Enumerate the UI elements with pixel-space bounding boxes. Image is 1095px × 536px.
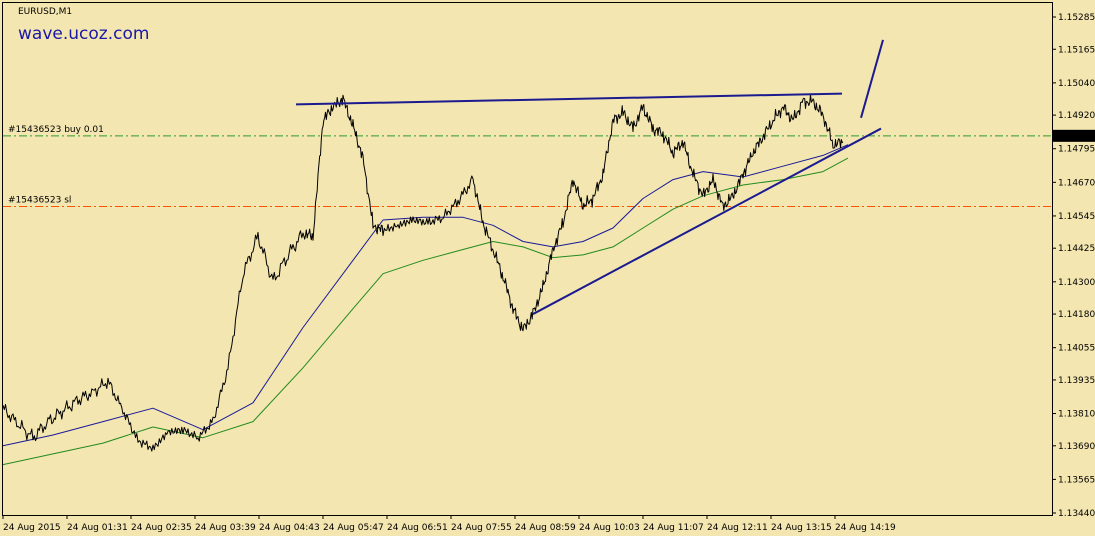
x-tick-label: 24 Aug 06:51 <box>387 523 448 533</box>
trendline-group <box>295 39 884 315</box>
x-tick-label: 24 Aug 07:55 <box>451 523 512 533</box>
plot-frame <box>2 2 1053 516</box>
x-tick-label: 24 Aug 12:11 <box>707 523 768 533</box>
y-axis: 1.15285 1.15165 1.15040 1.14920 1.14795 1.146… <box>1052 13 1095 519</box>
x-tick-label: 24 Aug 10:03 <box>579 523 640 533</box>
y-tick-label: 1.15165 <box>1058 45 1095 55</box>
watermark-text: wave.ucoz.com <box>18 24 149 44</box>
y-tick-label: 1.14670 <box>1058 178 1095 188</box>
y-tick-label: 1.15040 <box>1058 79 1095 89</box>
y-tick-label: 1.15285 <box>1058 13 1095 23</box>
y-tick-label: 1.14545 <box>1058 212 1095 222</box>
trendline <box>532 127 882 315</box>
x-tick-label: 24 Aug 13:15 <box>771 523 832 533</box>
x-tick-label: 24 Aug 04:43 <box>259 523 320 533</box>
y-tick-label: 1.14300 <box>1058 278 1095 288</box>
y-tick-label: 1.14055 <box>1058 344 1095 354</box>
y-tick-label: 1.13440 <box>1058 509 1095 519</box>
x-tick-label: 24 Aug 08:59 <box>515 523 576 533</box>
current-price-box <box>1053 129 1095 142</box>
x-tick-label: 24 Aug 03:39 <box>195 523 256 533</box>
current-price-tag: 1.14843 <box>1053 129 1095 142</box>
y-tick-label: 1.13565 <box>1058 475 1095 485</box>
y-tick-label: 1.13935 <box>1058 376 1095 386</box>
order-lines: #15436523 buy 0.01 #15436523 sl <box>3 125 1052 208</box>
trendline <box>295 92 843 106</box>
series-group <box>2 94 849 466</box>
order-line-label: #15436523 sl <box>8 196 71 206</box>
x-tick-label: 24 Aug 02:35 <box>131 523 192 533</box>
price-line <box>2 94 844 452</box>
current-price-label: 1.14843 <box>1056 132 1093 142</box>
order-line-label: #15436523 buy 0.01 <box>8 125 104 135</box>
x-axis: 24 Aug 2015 24 Aug 01:31 24 Aug 02:35 24 Au… <box>2 515 896 533</box>
y-tick-label: 1.14180 <box>1058 310 1095 320</box>
y-tick-label: 1.13690 <box>1058 442 1095 452</box>
trendline <box>860 39 884 119</box>
y-tick-label: 1.14795 <box>1058 145 1095 155</box>
y-tick-label: 1.14920 <box>1058 111 1095 121</box>
x-tick-label: 24 Aug 05:47 <box>323 523 384 533</box>
y-tick-label: 1.13810 <box>1058 410 1095 420</box>
symbol-label: EURUSD,M1 <box>18 7 72 17</box>
x-tick-label: 24 Aug 14:19 <box>835 523 896 533</box>
ma-fast-line <box>2 144 849 447</box>
ma-slow-line <box>2 157 849 466</box>
x-tick-label: 24 Aug 01:31 <box>67 523 128 533</box>
x-tick-label: 24 Aug 2015 <box>3 523 61 533</box>
y-tick-label: 1.14425 <box>1058 244 1095 254</box>
x-tick-label: 24 Aug 11:07 <box>643 523 704 533</box>
